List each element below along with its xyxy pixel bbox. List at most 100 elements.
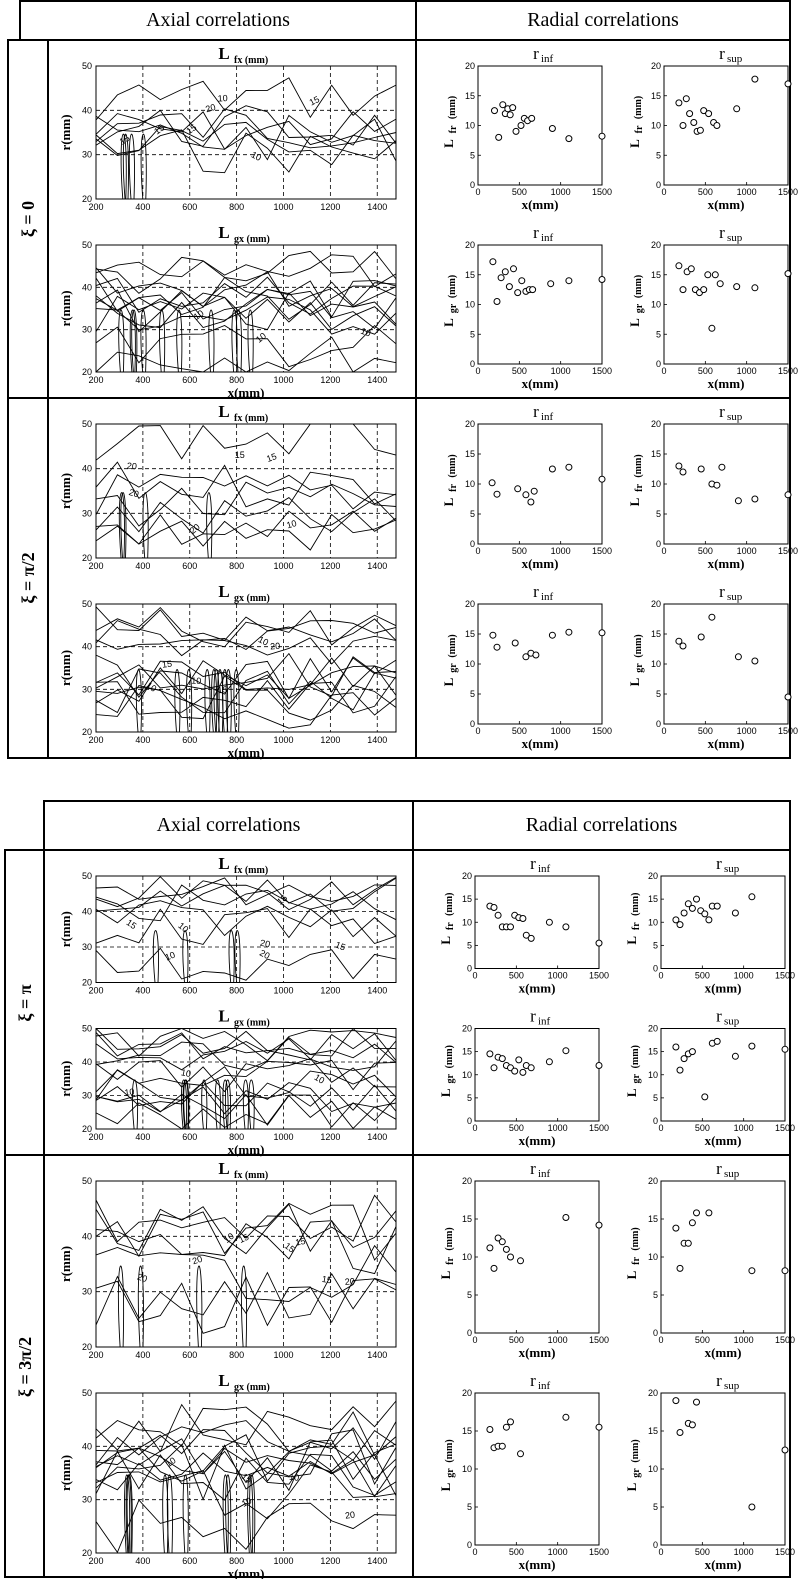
contour-level-label: 10 (176, 920, 190, 934)
x-tick-label: 1000 (737, 546, 757, 556)
y-tick-label: 0 (470, 719, 475, 729)
contour-line (95, 1400, 397, 1453)
x-tick-label: 1500 (778, 187, 798, 197)
contour-line (120, 492, 127, 559)
data-point (688, 1048, 696, 1056)
x-tick-label: 800 (229, 735, 244, 745)
radial-scatter-plot: 0 500 1000 1500 0 5 10 15 20 r sup Lgr (mm) x(mm) (627, 582, 798, 751)
contour-level-label: 20 (191, 1254, 204, 1266)
y-label-unit: (mm) (630, 1227, 641, 1250)
x-tick-label: 1500 (592, 187, 612, 197)
data-point (676, 921, 684, 929)
x-axis-label: x(mm) (708, 376, 745, 391)
contour-line (95, 635, 397, 665)
y-tick-label: 0 (470, 539, 475, 549)
data-point (680, 1055, 688, 1063)
data-point (562, 923, 570, 931)
contour-level-label: 15 (283, 1241, 297, 1255)
y-tick-label: 15 (651, 629, 661, 639)
contour-level-label: 15 (161, 659, 172, 670)
y-axis-label: Lfr (mm) (441, 454, 459, 506)
y-tick-label: 0 (470, 359, 475, 369)
contour-line (95, 1447, 397, 1498)
data-point (701, 1093, 709, 1101)
radial-scatter-plot: 0 500 1000 1500 0 5 10 15 20 r sup Lfr (mm) x(mm) (627, 402, 798, 571)
data-point (518, 277, 526, 285)
y-tick-label: 20 (82, 978, 92, 988)
data-point (713, 122, 721, 129)
y-tick-label: 50 (82, 61, 92, 71)
y-axis-label: r(mm) (58, 290, 73, 326)
contour-level-label: 20 (204, 102, 216, 114)
x-tick-label: 600 (182, 1556, 197, 1566)
x-tick-label: 1500 (775, 971, 795, 981)
x-tick-label: 1200 (320, 986, 340, 996)
y-tick-label: 10 (462, 1070, 472, 1080)
y-tick-label: 20 (462, 1176, 472, 1186)
x-tick-label: 1000 (273, 202, 293, 212)
contour-line (233, 669, 240, 733)
x-tick-label: 500 (509, 971, 524, 981)
contour-line (95, 1220, 397, 1275)
x-tick-label: 500 (695, 1547, 710, 1557)
contour-line (95, 121, 397, 166)
data-point (676, 1429, 684, 1436)
y-tick-label: 30 (82, 1495, 92, 1505)
y-tick-label: 40 (82, 1231, 92, 1241)
y-label-main: L (441, 677, 456, 686)
data-point (509, 104, 517, 112)
data-point (529, 286, 537, 294)
x-tick-label: 1500 (592, 726, 612, 736)
y-tick-label: 20 (648, 1024, 658, 1034)
data-point (491, 107, 498, 115)
data-point (718, 463, 726, 471)
y-tick-label: 30 (82, 150, 92, 160)
contour-line (120, 133, 127, 200)
data-point (514, 289, 522, 297)
data-point (687, 265, 695, 273)
plot-title-subscript: inf (538, 1016, 551, 1028)
contour-line (125, 1474, 132, 1554)
data-point (682, 95, 690, 103)
data-point (489, 258, 497, 266)
contour-level-label: 20 (344, 1509, 355, 1520)
contour-level-label: 10 (144, 680, 158, 694)
x-tick-label: 1500 (778, 726, 798, 736)
data-point (507, 923, 514, 931)
y-axis-label: r(mm) (58, 650, 73, 686)
x-tick-label: 1500 (589, 1123, 609, 1133)
contour-level-label: 10 (240, 1495, 253, 1508)
radial-scatter-plot: 0 500 1000 1500 0 5 10 15 20 r sup Lgr (mm) x(mm) (624, 1007, 795, 1149)
data-point (515, 1056, 523, 1064)
body-border (4, 849, 791, 1578)
y-label-subscript: gr (631, 1468, 642, 1478)
y-tick-label: 20 (651, 240, 661, 250)
data-point (499, 101, 507, 109)
x-tick-label: 1000 (273, 561, 293, 571)
y-tick-label: 15 (651, 449, 661, 459)
x-tick-label: 1400 (367, 1132, 387, 1142)
y-label-main: L (627, 318, 642, 327)
plot-title: r (719, 402, 725, 421)
plot-title-subscript: sup (724, 863, 740, 875)
contour-line (95, 1082, 397, 1115)
x-axis-label: x(mm) (708, 556, 745, 571)
data-point (713, 481, 721, 489)
data-point (532, 651, 540, 659)
data-point (495, 133, 503, 141)
y-tick-label: 20 (648, 1176, 658, 1186)
x-tick-label: 1000 (548, 971, 568, 981)
data-point (708, 613, 716, 621)
y-tick-label: 20 (648, 1388, 658, 1398)
x-tick-label: 1000 (273, 986, 293, 996)
data-point (565, 463, 573, 471)
plot-frame (663, 244, 789, 365)
contour-line (95, 1271, 397, 1326)
x-tick-label: 500 (512, 187, 527, 197)
contour-line (95, 877, 397, 906)
data-point (688, 1219, 696, 1227)
plot-title-subscript: gx (mm) (234, 234, 270, 245)
contour-level-label: 20 (188, 522, 202, 536)
contour-line (118, 492, 125, 559)
contour-line (95, 1028, 397, 1062)
